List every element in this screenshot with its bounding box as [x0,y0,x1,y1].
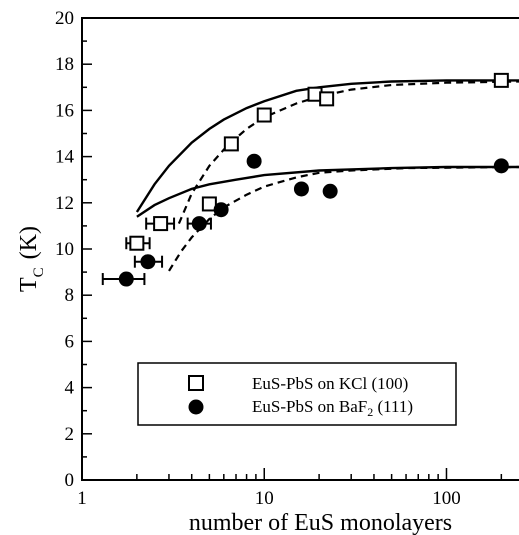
data-point-baf2 [322,183,338,199]
y-axis-title-unit: (K) [16,226,42,259]
data-point-baf2 [246,153,262,169]
legend-label-kcl: EuS-PbS on KCl (100) [252,374,408,393]
legend-label-baf2-suffix: (111) [373,397,413,416]
data-point-baf2 [293,181,309,197]
y-tick-label: 4 [65,378,75,399]
data-point-kcl [201,196,217,212]
y-tick-label: 2 [65,424,75,445]
legend-marker-circle [188,399,204,415]
fit-curve-dashed [168,165,519,272]
axis-ticks [81,17,503,481]
legend-box [137,362,457,426]
y-tick-label: 14 [55,147,75,168]
y-tick-label: 8 [65,285,75,306]
data-point-kcl [256,107,272,123]
data-point-kcl [223,136,239,152]
data-point-kcl [493,72,509,88]
data-point-baf2 [140,254,156,270]
y-tick-label: 18 [55,54,74,75]
y-tick-label: 20 [55,8,74,29]
data-point-kcl [153,216,169,232]
y-tick-label: 0 [65,470,75,491]
y-axis-title-sub: C [31,267,47,277]
legend-label-baf2-prefix: EuS-PbS on BaF [252,397,367,416]
y-tick-label: 10 [55,239,74,260]
data-point-kcl [319,91,335,107]
legend-label-baf2-sub: 2 [367,405,373,419]
legend-marker-square [188,375,204,391]
y-axis-title-main: T [16,277,42,292]
data-point-baf2 [191,216,207,232]
error-bars [101,217,212,286]
fit-curve-dashed [177,80,519,225]
fit-curve-solid [135,79,519,213]
data-markers [118,72,509,287]
legend: EuS-PbS on KCl (100) EuS-PbS on BaF2 (11… [137,362,457,426]
x-tick-label: 1 [77,488,87,509]
y-tick-label: 16 [55,100,74,121]
fit-curves [135,79,519,272]
y-tick-label: 6 [65,331,75,352]
data-point-baf2 [213,202,229,218]
data-point-baf2 [118,271,134,287]
tick-labels: 0 2 4 6 8 10 12 14 16 18 20 1 10 100 [55,8,461,509]
x-tick-label: 10 [255,488,274,509]
y-axis-title: TC (K) [16,226,47,292]
data-point-kcl [129,235,145,251]
x-tick-label: 100 [432,488,461,509]
x-axis-title: number of EuS monolayers [189,510,452,535]
y-tick-label: 12 [55,193,74,214]
legend-label-baf2: EuS-PbS on BaF2 (111) [252,397,413,419]
data-point-baf2 [493,158,509,174]
